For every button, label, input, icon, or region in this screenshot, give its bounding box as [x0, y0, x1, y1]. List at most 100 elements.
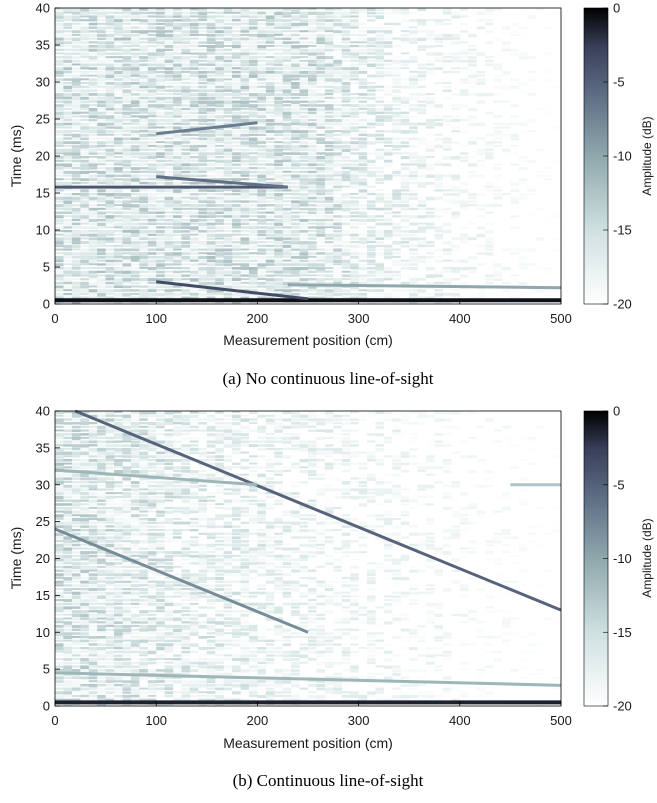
heat-cell	[164, 119, 174, 122]
heat-cell	[248, 70, 258, 75]
heat-cell	[510, 211, 520, 215]
heat-cell	[400, 215, 410, 218]
heat-cell	[80, 96, 90, 100]
heat-cell	[544, 226, 553, 229]
heat-cell	[232, 115, 241, 119]
heat-cell	[232, 74, 241, 78]
heat-cell	[392, 263, 402, 266]
heat-cell	[240, 78, 250, 82]
heat-cell	[383, 63, 393, 66]
heat-cell	[291, 137, 300, 141]
heat-cell	[535, 48, 545, 52]
heat-cell	[147, 144, 157, 147]
heat-cell	[510, 241, 520, 243]
heat-cell	[114, 296, 123, 300]
heat-cell	[299, 152, 309, 156]
heat-cell	[518, 156, 528, 159]
heat-cell	[426, 233, 435, 236]
heat-cell	[485, 207, 494, 210]
x-tick-label: 300	[348, 311, 370, 326]
heat-cell	[358, 126, 368, 129]
heat-cell	[358, 85, 368, 89]
heat-cell	[299, 178, 309, 182]
heat-cell	[248, 222, 258, 227]
heat-cell	[88, 196, 98, 201]
heat-cell	[130, 414, 140, 418]
heat-cell	[257, 248, 267, 252]
heat-cell	[426, 122, 435, 127]
heat-cell	[63, 189, 73, 192]
heat-cell	[223, 156, 233, 159]
heat-cell	[105, 111, 115, 114]
heat-cell	[215, 411, 224, 414]
heat-cell	[324, 152, 334, 156]
heat-cell	[265, 70, 275, 74]
heat-cell	[476, 26, 486, 30]
heat-cell	[518, 141, 528, 144]
heat-cell	[409, 133, 418, 137]
heat-cell	[257, 111, 267, 115]
heat-cell	[324, 215, 334, 218]
heat-cell	[459, 126, 469, 130]
heat-cell	[501, 174, 511, 177]
heat-cell	[181, 111, 191, 114]
heat-cell	[265, 137, 275, 140]
heat-cell	[510, 411, 520, 415]
heat-cell	[274, 230, 283, 234]
heat-cell	[476, 15, 486, 18]
heat-cell	[417, 233, 427, 237]
heat-cell	[400, 67, 410, 70]
heat-cell	[147, 74, 157, 79]
heat-cell	[333, 181, 343, 185]
heat-cell	[400, 237, 410, 241]
heat-cell	[156, 189, 165, 193]
heat-cell	[71, 137, 81, 141]
heat-cell	[206, 296, 216, 300]
heat-cell	[535, 211, 545, 215]
heat-cell	[130, 167, 140, 171]
heat-cell	[80, 104, 90, 108]
heat-cell	[434, 48, 444, 52]
heat-cell	[130, 115, 140, 118]
heat-cell	[434, 233, 444, 237]
heat-cell	[493, 233, 503, 237]
heat-cell	[358, 48, 368, 52]
heat-cell	[122, 130, 132, 133]
heat-cell	[240, 59, 250, 64]
heat-cell	[206, 52, 216, 55]
heat-cell	[282, 89, 292, 93]
heat-cell	[383, 104, 393, 108]
heat-cell	[248, 156, 258, 160]
heat-cell	[130, 159, 140, 162]
heat-cell	[501, 122, 511, 126]
heat-cell	[468, 259, 477, 262]
heat-cell	[97, 274, 106, 277]
heat-cell	[257, 93, 267, 97]
heat-cell	[282, 193, 292, 195]
heat-cell	[341, 126, 351, 130]
heat-cell	[451, 204, 461, 208]
heat-cell	[274, 144, 283, 149]
heat-cell	[367, 63, 376, 67]
heat-cell	[189, 215, 199, 218]
heat-cell	[434, 15, 444, 19]
heat-cell	[485, 174, 494, 177]
heat-cell	[358, 141, 368, 145]
heat-cell	[265, 170, 275, 175]
heat-cell	[442, 411, 452, 415]
heat-cell	[206, 159, 216, 162]
heat-cell	[383, 70, 393, 75]
heat-cell	[274, 159, 283, 163]
heat-cell	[476, 63, 486, 66]
heat-cell	[105, 174, 115, 178]
heat-cell	[130, 163, 140, 166]
heat-cell	[291, 226, 300, 229]
heat-cell	[426, 59, 435, 63]
heat-cell	[299, 230, 309, 233]
heat-cell	[105, 52, 115, 56]
heat-cell	[282, 230, 292, 233]
heat-cell	[434, 244, 444, 249]
heat-cell	[274, 204, 283, 208]
heat-cell	[316, 292, 326, 296]
heat-cell	[544, 30, 553, 33]
